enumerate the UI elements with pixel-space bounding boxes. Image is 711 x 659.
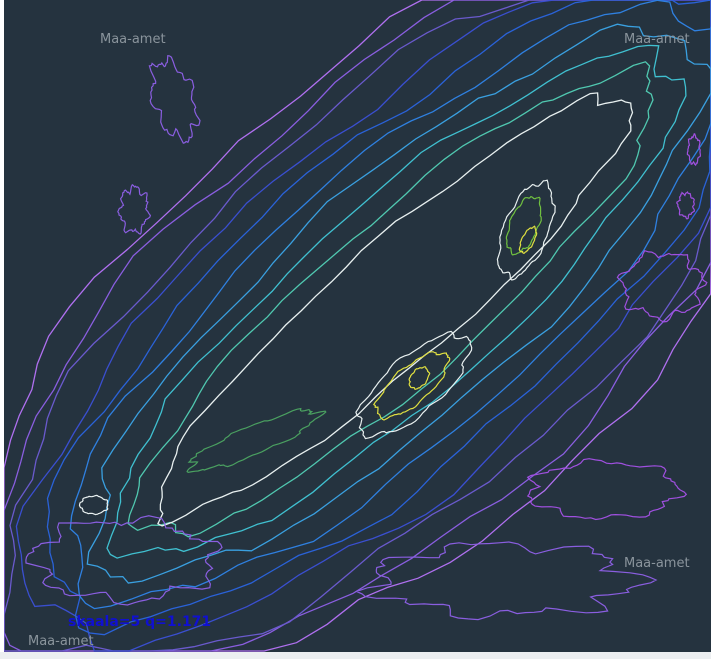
contour-line xyxy=(4,0,711,652)
watermark: Maa-amet xyxy=(100,32,166,47)
contour-line xyxy=(15,0,711,652)
contour-layer xyxy=(4,0,711,652)
contour-line xyxy=(686,133,702,167)
contour-line xyxy=(372,351,451,421)
contour-line xyxy=(408,366,431,390)
contour-line xyxy=(616,249,708,323)
contour-line xyxy=(526,458,688,521)
contour-line xyxy=(496,179,556,281)
scale-label: skaala=5 q=1.171 xyxy=(68,614,212,630)
contour-line xyxy=(355,330,473,440)
contour-line xyxy=(106,44,687,559)
bottom-strip xyxy=(0,652,711,659)
contour-line xyxy=(354,541,658,621)
contour-line xyxy=(676,191,696,220)
contour-line xyxy=(127,61,654,538)
contour-map[interactable]: Maa-amet Maa-amet Maa-amet Maa-amet skaa… xyxy=(4,0,711,652)
contour-line xyxy=(518,225,538,254)
contour-line xyxy=(186,407,327,474)
contour-line xyxy=(86,23,711,584)
watermark: Maa-amet xyxy=(624,32,690,47)
watermark: Maa-amet xyxy=(28,634,94,649)
contour-line xyxy=(505,195,542,256)
contour-line xyxy=(157,92,634,527)
contour-line xyxy=(69,0,711,610)
contour-line xyxy=(78,494,109,516)
contour-line xyxy=(25,515,223,606)
contour-line xyxy=(148,55,201,144)
contour-line xyxy=(117,183,152,235)
contour-line xyxy=(46,0,711,636)
watermark: Maa-amet xyxy=(624,556,690,571)
